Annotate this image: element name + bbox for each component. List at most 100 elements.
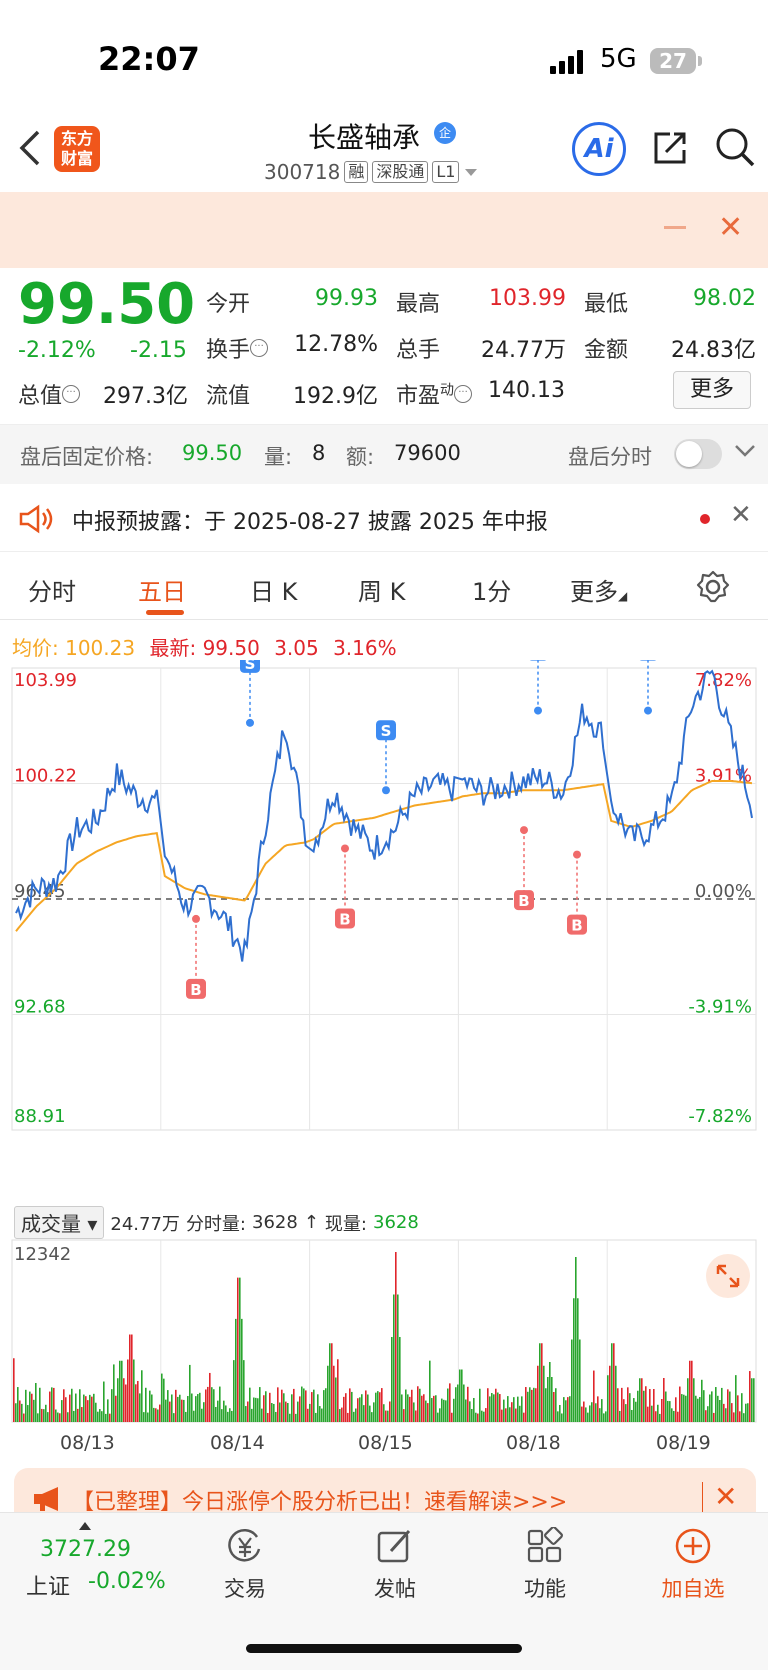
volume-bar [53, 1387, 55, 1422]
buy-marker [335, 908, 355, 929]
after-price: 99.50 [182, 441, 243, 465]
info-icon[interactable]: ··· [454, 384, 473, 403]
info-icon[interactable]: ··· [62, 384, 81, 403]
tag-connect: 深股通 [372, 161, 429, 183]
change-value: -2.15 [130, 338, 187, 363]
volume-timeshare-label: 分时量: [185, 1213, 247, 1235]
info-icon[interactable]: ··· [250, 338, 269, 357]
volume-bar [421, 1395, 423, 1422]
volume-bar [469, 1401, 471, 1422]
volume-bar [251, 1408, 253, 1422]
volume-bar [743, 1413, 745, 1422]
volume-bar [619, 1410, 621, 1422]
promo-close-icon[interactable]: ✕ [714, 1480, 738, 1513]
volume-bar [135, 1384, 137, 1422]
nav-function[interactable]: 功能 [500, 1526, 590, 1603]
buy-marker [186, 978, 206, 999]
volume-bar [693, 1378, 695, 1422]
volume-bar [145, 1387, 147, 1422]
volume-bar [361, 1394, 363, 1422]
volume-bar [631, 1409, 633, 1422]
volume-bar [595, 1403, 597, 1422]
tab-week-k[interactable]: 周 K [358, 578, 406, 606]
volume-bar [413, 1402, 415, 1422]
volume-bar [231, 1410, 233, 1422]
volume-bar [271, 1403, 273, 1422]
volume-bar [285, 1401, 287, 1422]
app-logo[interactable]: 东方财富 [54, 126, 100, 172]
volume-chart[interactable]: 12342 [0, 1238, 768, 1428]
volume-bar [195, 1396, 197, 1422]
volume-bar [221, 1409, 223, 1422]
ai-button[interactable]: Ai [572, 122, 626, 176]
after-hours-toggle[interactable] [674, 439, 722, 469]
more-button[interactable]: 更多 [673, 371, 751, 409]
chevron-down-icon[interactable] [734, 443, 756, 459]
volume-bar [383, 1404, 385, 1422]
price-chart[interactable]: 103.99100.2296.4592.6888.917.82%3.91%0.0… [0, 660, 768, 1206]
volume-bar [243, 1360, 245, 1422]
marker-dot [341, 844, 349, 853]
volume-bar [713, 1412, 715, 1422]
y-tick-left: 88.91 [14, 1106, 66, 1127]
volume-bar [375, 1392, 377, 1422]
y-tick-right: 0.00% [695, 881, 752, 902]
volume-bar [369, 1405, 371, 1422]
volume-bar [625, 1404, 627, 1422]
volume-bar [283, 1393, 285, 1422]
tab-day-k[interactable]: 日 K [250, 578, 298, 606]
expand-icon[interactable] [706, 1254, 750, 1298]
minimize-icon[interactable] [664, 226, 686, 229]
nav-add-watchlist[interactable]: 加自选 [648, 1527, 738, 1603]
volume-bar [193, 1410, 195, 1422]
volume-bar [493, 1394, 495, 1422]
volume-bar [275, 1411, 277, 1422]
volume-bar [229, 1408, 231, 1422]
volume-bar [213, 1389, 215, 1422]
tab-more[interactable]: 更多◢ [570, 578, 628, 606]
volume-selector[interactable]: 成交量 ▾ [14, 1206, 105, 1239]
volume-bar [137, 1380, 139, 1422]
volume-bar [297, 1401, 299, 1422]
volume-bar [671, 1408, 673, 1422]
volume-bar [69, 1394, 71, 1422]
marker-label: S [643, 660, 654, 661]
volume-bar [153, 1407, 155, 1422]
back-icon[interactable] [16, 128, 46, 168]
volume-bar [131, 1334, 133, 1422]
volume-bar [175, 1389, 177, 1422]
tab-five-day[interactable]: 五日 [138, 578, 186, 606]
volume-bar [623, 1399, 625, 1422]
y-tick-right: -3.91% [688, 997, 752, 1018]
volume-bar [645, 1386, 647, 1422]
volume-bar [411, 1389, 413, 1422]
volume-bar [483, 1411, 485, 1422]
banner-close-icon[interactable]: ✕ [718, 210, 744, 245]
volume-bar [697, 1398, 699, 1422]
nav-post[interactable]: 发帖 [350, 1527, 440, 1603]
notice-bar[interactable]: 中报预披露：于 2025-08-27 披露 2025 年中报 ✕ [0, 486, 768, 552]
volume-bar [337, 1359, 339, 1422]
tab-timeshare[interactable]: 分时 [28, 578, 76, 606]
nav-trade[interactable]: 交易 [200, 1527, 290, 1603]
volume-bar [227, 1411, 229, 1422]
volume-bar [537, 1365, 539, 1422]
mktcap-value: 297.3亿 [103, 384, 188, 409]
share-icon[interactable] [650, 128, 690, 168]
date-label: 08/19 [656, 1432, 711, 1454]
volume-bar [199, 1392, 201, 1422]
volume-bar [533, 1387, 535, 1422]
volume-bar [13, 1358, 15, 1422]
speaker-icon [19, 504, 53, 534]
tab-1min[interactable]: 1分 [472, 578, 512, 606]
volume-bar [177, 1396, 179, 1422]
volume-bar [731, 1403, 733, 1422]
volume-bar [313, 1389, 315, 1422]
date-label: 08/18 [506, 1432, 561, 1454]
promo-text: 【已整理】今日涨停个股分析已出！速看解读>>> [72, 1490, 568, 1515]
notice-close-icon[interactable]: ✕ [730, 500, 752, 530]
stock-code-row[interactable]: 300718 融 深股通 L1 [264, 160, 479, 184]
search-icon[interactable] [714, 126, 756, 168]
settings-icon[interactable] [696, 570, 730, 604]
volume-bar [391, 1337, 393, 1422]
